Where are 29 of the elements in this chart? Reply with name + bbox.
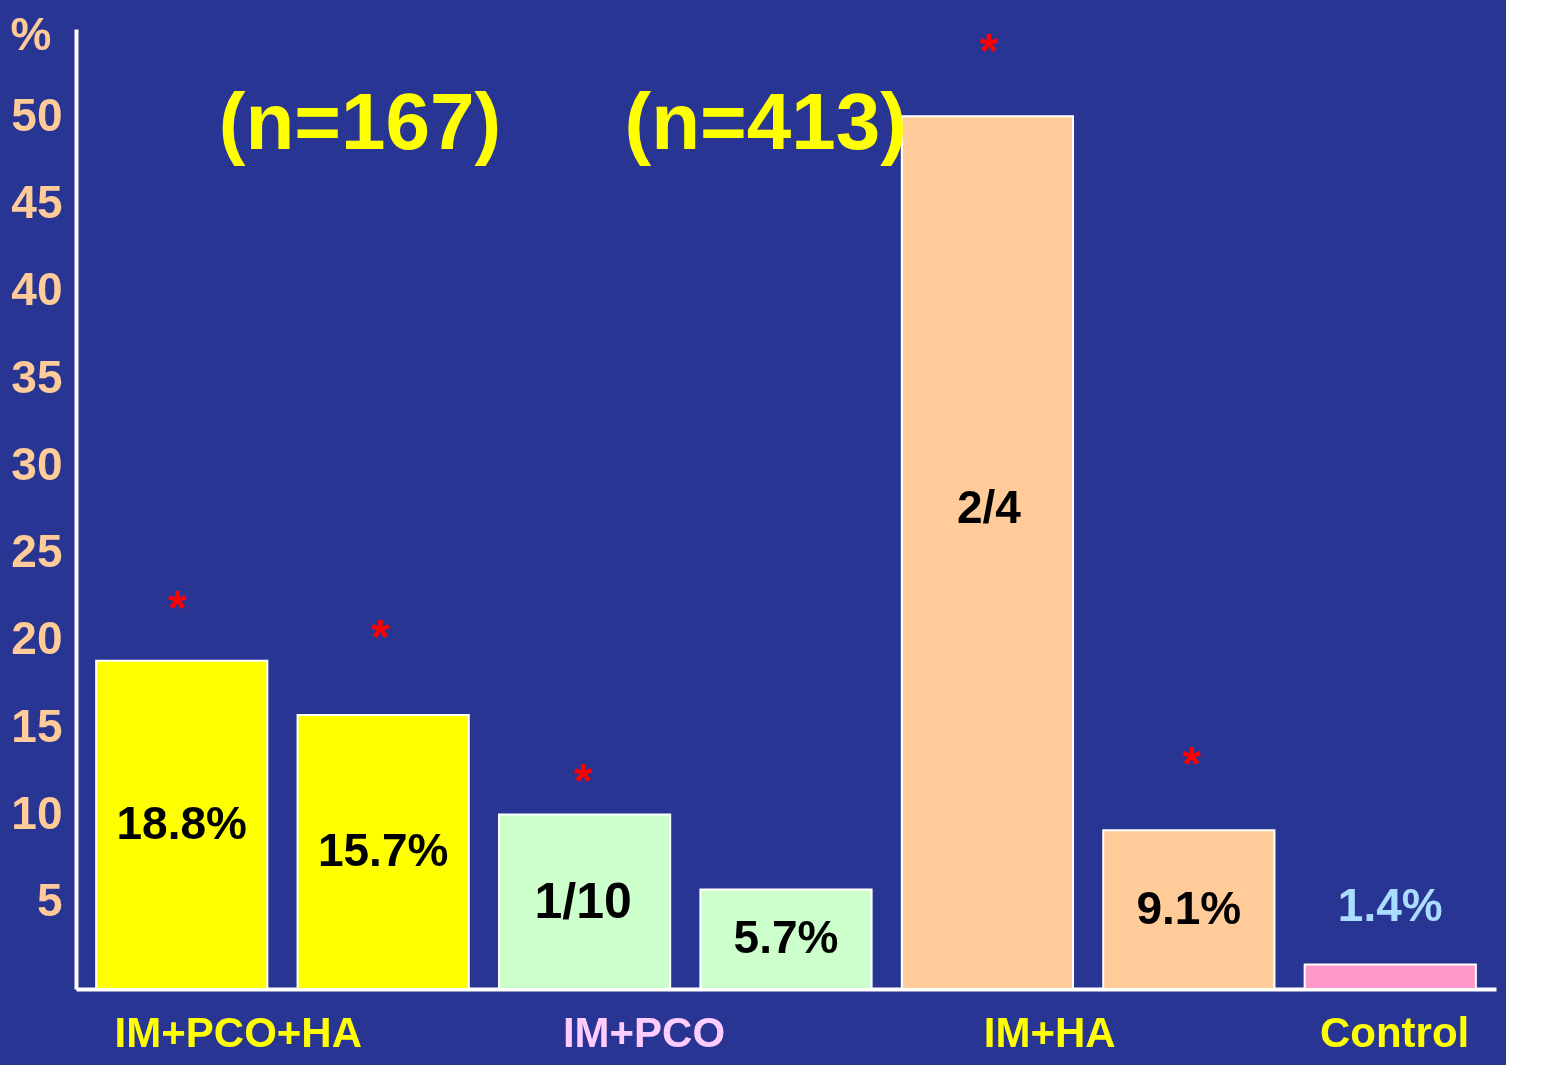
y-tick-label: 25 (11, 525, 63, 578)
x-tick-label: IM+PCO+HA (114, 1009, 362, 1056)
y-tick-label: 35 (11, 350, 63, 403)
data-label: 1.4% (1337, 878, 1443, 931)
x-tick-label: Control (1319, 1009, 1470, 1056)
y-tick-label: 15 (11, 699, 63, 752)
annotation: (n=413) (624, 77, 907, 166)
x-tick-label: IM+HA (983, 1009, 1116, 1056)
y-tick-label: 45 (11, 176, 63, 229)
annotation: * (370, 609, 390, 663)
y-tick-label: 50 (11, 88, 63, 141)
data-label: 9.1% (1136, 881, 1242, 934)
data-label: 15.7% (317, 823, 449, 876)
y-tick-label: 30 (11, 437, 63, 490)
y-tick-label: 5 (36, 874, 63, 927)
y-tick-label: 40 (11, 263, 63, 316)
data-label: 18.8% (116, 796, 247, 849)
x-tick-label: IM+PCO (562, 1009, 726, 1056)
y-tick-label: 20 (11, 612, 63, 665)
annotation: (n=167) (218, 77, 502, 166)
annotation: * (573, 753, 593, 807)
annotation: * (979, 24, 999, 77)
annotation: * (1182, 737, 1202, 791)
annotation: * (168, 580, 188, 634)
annotation: 2/4 (956, 481, 1022, 533)
y-tick-label: 10 (11, 786, 63, 839)
y-axis-title: % (10, 7, 52, 60)
data-label: 5.7% (733, 911, 839, 964)
annotation: 1/10 (534, 872, 632, 929)
